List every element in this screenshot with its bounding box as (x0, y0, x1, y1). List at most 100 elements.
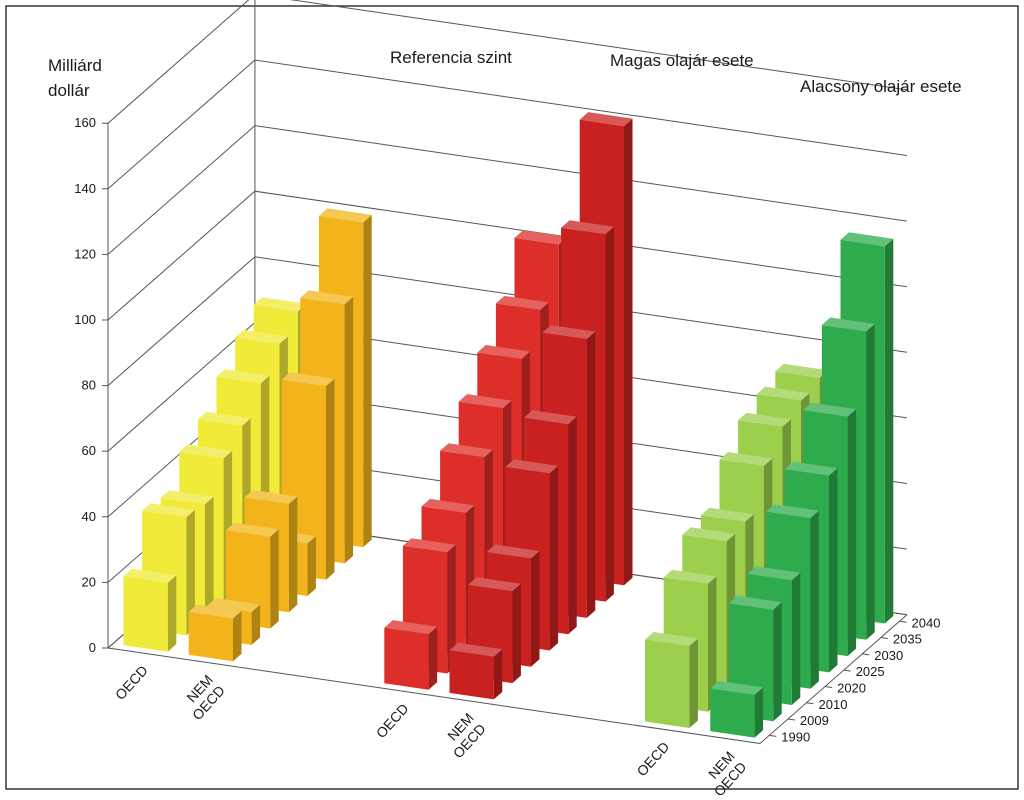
year-label-2020: 2020 (837, 680, 866, 695)
bar-top-face (561, 220, 614, 235)
bar-front-face (645, 639, 690, 728)
y-tick-label-60: 60 (82, 443, 96, 458)
bar-oecd-g0-1990 (123, 568, 177, 652)
bar-side-face (447, 544, 456, 674)
y-tick-label-140: 140 (74, 181, 96, 196)
bar-top-face (142, 503, 195, 518)
bar-side-face (884, 238, 894, 624)
bar-side-face (512, 583, 521, 684)
bar-nem-oecd-g1-1990 (449, 642, 503, 700)
bar-side-face (186, 509, 195, 636)
bar-top-face (495, 295, 549, 310)
y-tick-label-40: 40 (82, 509, 96, 524)
year-label-2025: 2025 (856, 664, 885, 679)
bar-nem-oecd-g0-1990 (188, 604, 242, 662)
year-tick-2020 (825, 685, 833, 688)
bar-top-face (188, 604, 242, 619)
bar-top-face (821, 317, 875, 332)
bar-top-face (766, 504, 819, 519)
bar-side-face (624, 118, 633, 586)
bar-side-face (531, 551, 540, 667)
year-label-2010: 2010 (819, 697, 848, 712)
bar-top-face (197, 411, 251, 426)
year-label-2030: 2030 (874, 648, 903, 663)
bar-top-face (235, 329, 288, 344)
bar-side-face (344, 296, 354, 564)
y-tick-label-160: 160 (74, 115, 96, 130)
bar-top-face (542, 325, 596, 340)
bar-side-face (549, 465, 559, 651)
bar-top-face (663, 569, 717, 584)
year-tick-2035 (880, 637, 888, 640)
year-label-2035: 2035 (893, 632, 922, 647)
bar-top-face (756, 386, 810, 401)
y-axis-label-line-1: Milliárd (48, 56, 102, 75)
axis-edge-3 (759, 614, 908, 744)
bar-top-face (840, 232, 894, 247)
bar-top-face (253, 297, 307, 312)
bar-oecd-g1-1990 (384, 620, 438, 690)
bar-top-face (123, 568, 177, 583)
bar-top-face (738, 412, 791, 427)
year-tick-2025 (843, 669, 851, 672)
bar-top-face (514, 230, 568, 245)
bar-top-face (579, 112, 633, 127)
y-tick-label-0: 0 (89, 640, 96, 655)
year-tick-2009 (787, 718, 795, 721)
bar-side-face (754, 687, 764, 738)
bar-top-face (300, 290, 354, 305)
bar-side-face (205, 496, 214, 619)
year-tick-2030 (862, 653, 870, 656)
bar-top-face (421, 498, 475, 513)
y-axis-label-line-2: dollár (48, 81, 90, 100)
bar-side-face (866, 324, 875, 640)
y-tick-label-80: 80 (82, 378, 96, 393)
bar-top-face (449, 642, 503, 657)
bar-top-face (179, 444, 233, 459)
bar-side-face (773, 602, 782, 722)
bar-top-face (477, 345, 531, 359)
bar-top-face (225, 522, 279, 537)
bar-top-face (468, 577, 521, 592)
bar-side-face (493, 649, 503, 700)
bar-front-face (188, 612, 233, 662)
y-tick-label-100: 100 (74, 312, 96, 327)
bar-side-face (605, 226, 614, 602)
bar-side-face (568, 416, 577, 635)
bar-side-face (689, 638, 698, 728)
bar-top-face (402, 538, 456, 553)
bar-front-face (384, 627, 429, 690)
gridline-160 (107, 0, 907, 124)
y-tick-label-20: 20 (82, 574, 96, 589)
bar-top-face (458, 394, 512, 409)
bar-side-face (847, 409, 857, 657)
bar-front-face (123, 576, 168, 652)
group-title-referencia: Referencia szint (390, 48, 512, 67)
bar-side-face (708, 576, 717, 712)
bar-top-face (803, 402, 857, 417)
bar-top-face (216, 369, 270, 384)
bar-top-face (747, 566, 801, 581)
bar-side-face (288, 496, 298, 613)
year-tick-2040 (899, 620, 907, 623)
bar-top-face (728, 595, 782, 610)
bar-nem-oecd-g2-1990 (710, 680, 764, 738)
year-tick-2010 (806, 702, 814, 705)
year-label-2040: 2040 (912, 615, 941, 630)
bar-side-face (251, 604, 261, 645)
bar-side-face (791, 572, 801, 705)
bars (123, 112, 894, 738)
bar-top-face (523, 410, 577, 425)
group-title-alacsony: Alacsony olajár esete (800, 77, 962, 96)
bar-side-face (428, 626, 438, 690)
bar-top-face (719, 452, 773, 466)
bar-side-face (586, 331, 596, 618)
bar-side-face (363, 214, 372, 548)
bar-front-face (449, 650, 494, 700)
bar-top-face (700, 507, 754, 522)
axis-edge-2 (107, 647, 761, 744)
bar-top-face (505, 459, 559, 474)
bar-top-face (207, 598, 261, 613)
y-tick-label-120: 120 (74, 246, 96, 261)
